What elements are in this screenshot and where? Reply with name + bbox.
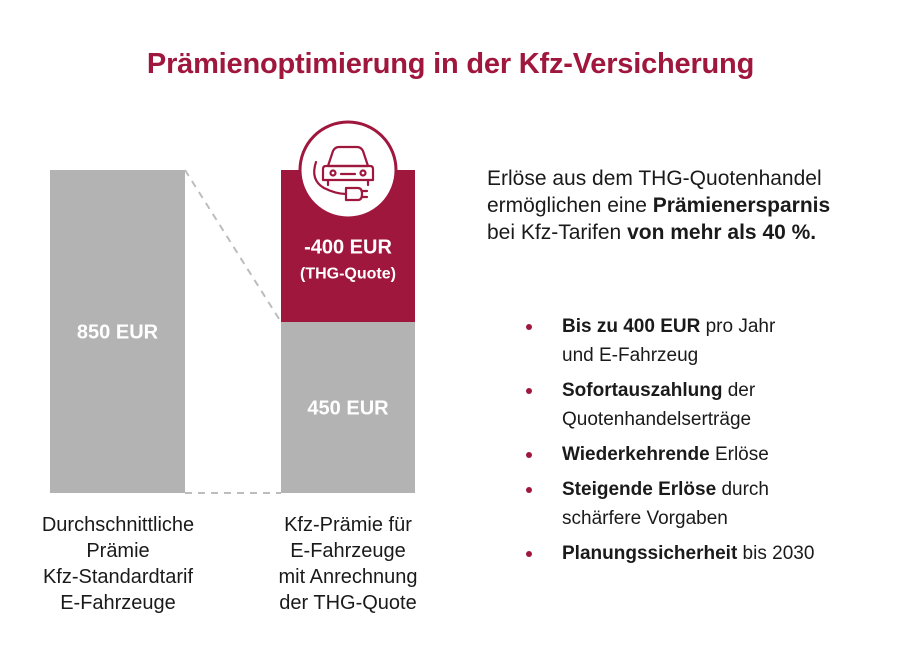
bullet-line: Wiederkehrende Erlöse [562,440,894,469]
page-title: Prämienoptimierung in der Kfz-Versicheru… [146,48,755,80]
thg-value-label: -400 EUR [304,237,392,259]
thg-label-line: Kfz-Prämie für [284,514,412,536]
list-item: Planungssicherheit bis 2030 [524,539,894,568]
bullet-highlight: Sofortauszahlung [562,380,723,401]
intro-line: bei Kfz-Tarifen von mehr als 40 %. [487,219,887,246]
icon-badge-circle [298,120,398,220]
intro-highlight: von mehr als 40 %. [627,221,817,244]
intro-text-part: bei Kfz-Tarifen [487,221,628,244]
standard-label-line: E-Fahrzeuge [60,592,176,614]
reduced-value-label: 450 EUR [307,398,389,420]
car-charging-icon [313,145,375,202]
bullet-text: Erlöse [709,444,769,465]
bullet-line: Planungssicherheit bis 2030 [562,539,894,568]
bullet-highlight: Steigende Erlöse [562,479,717,500]
standard-label-line: Prämie [86,540,150,562]
bullet-line: Quotenhandelserträge [562,409,752,430]
standard-premium-bar [50,170,185,493]
thg-premium-label: Kfz-Prämie für E-Fahrzeuge mit Anrechnun… [248,512,448,616]
bullet-dot-icon [526,551,532,557]
list-item: Sofortauszahlung der Quotenhandelserträg… [524,376,894,434]
intro-text-part: ermöglichen eine [487,194,653,217]
bullet-dot-icon [526,388,532,394]
benefit-list: Bis zu 400 EUR pro Jahr und E-Fahrzeug S… [524,312,894,574]
standard-premium-label: Durchschnittliche Prämie Kfz-Standardtar… [18,512,218,616]
bullet-highlight: Wiederkehrende [562,444,710,465]
bullet-highlight: Bis zu 400 EUR [562,316,701,337]
intro-highlight: Prämienersparnis [652,194,831,217]
intro-text: Erlöse aus dem THG-Quotenhandel ermöglic… [487,165,887,246]
bullet-line: schärfere Vorgaben [562,508,728,529]
bullet-highlight: Planungssicherheit [562,543,738,564]
list-item: Steigende Erlöse durch schärfere Vorgabe… [524,475,894,533]
thg-label-line: mit Anrechnung [278,566,418,588]
standard-label-line: Kfz-Standardtarif [42,566,194,588]
reduced-premium-bar [281,322,415,493]
standard-label-line: Durchschnittliche [41,514,195,536]
standard-value-label: 850 EUR [77,322,159,344]
bullet-line: Bis zu 400 EUR pro Jahr [562,312,894,341]
bullet-dot-icon [526,487,532,493]
bullet-text: pro Jahr [700,316,776,337]
bullet-dot-icon [526,452,532,458]
thg-label-line: der THG-Quote [279,592,417,614]
bullet-text: der [722,380,756,401]
connector-top-line [184,169,282,323]
bullet-text: bis 2030 [737,543,815,564]
bullet-text: durch [716,479,769,500]
thg-label-line: E-Fahrzeuge [290,540,406,562]
intro-line: Erlöse aus dem THG-Quotenhandel [487,167,822,190]
bullet-dot-icon [526,324,532,330]
intro-line: ermöglichen eine Prämienersparnis [487,192,887,219]
thg-note-label: (THG-Quote) [300,266,396,283]
list-item: Bis zu 400 EUR pro Jahr und E-Fahrzeug [524,312,894,370]
bullet-line: und E-Fahrzeug [562,345,699,366]
list-item: Wiederkehrende Erlöse [524,440,894,469]
bullet-line: Sofortauszahlung der [562,376,894,405]
bullet-line: Steigende Erlöse durch [562,475,894,504]
